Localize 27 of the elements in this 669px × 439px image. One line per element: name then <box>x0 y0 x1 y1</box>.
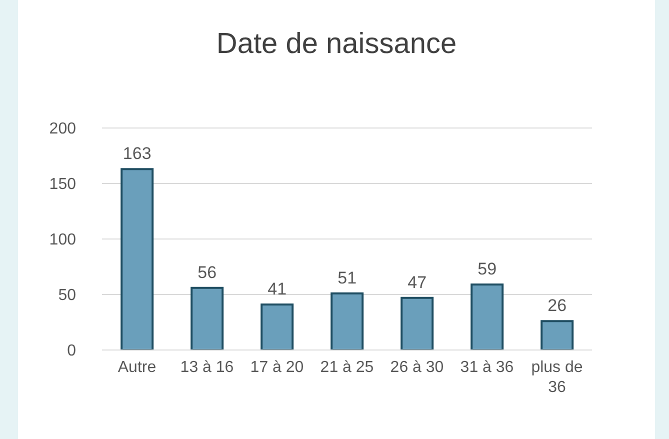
y-tick-label: 150 <box>49 176 76 194</box>
x-tick-label: 31 à 36 <box>460 359 514 376</box>
y-tick-label: 50 <box>58 287 76 304</box>
data-label: 56 <box>198 262 217 282</box>
x-tick-label: 13 à 16 <box>180 359 234 376</box>
x-tick-label: 17 à 20 <box>250 359 304 376</box>
bar <box>330 292 364 350</box>
data-label: 41 <box>268 279 287 298</box>
bar <box>540 320 574 350</box>
x-tick-label: 21 à 25 <box>320 359 374 376</box>
bar <box>400 296 434 350</box>
x-tick-label: 26 à 30 <box>390 359 444 376</box>
y-tick-label: 100 <box>49 232 76 249</box>
y-tick-label: 200 <box>49 120 76 138</box>
data-label: 47 <box>408 272 427 292</box>
data-label: 59 <box>478 260 497 279</box>
x-tick-label: Autre <box>118 359 156 376</box>
data-label: 26 <box>548 296 567 316</box>
bar <box>120 168 154 350</box>
bar <box>190 286 224 350</box>
bar <box>260 303 294 350</box>
bar <box>470 284 504 350</box>
chart-title: Date de naissance <box>215 28 458 61</box>
data-label: 163 <box>122 144 152 164</box>
data-label: 51 <box>338 268 357 288</box>
x-tick-label: plus de 36 <box>531 359 583 396</box>
y-tick-label: 0 <box>67 342 76 360</box>
